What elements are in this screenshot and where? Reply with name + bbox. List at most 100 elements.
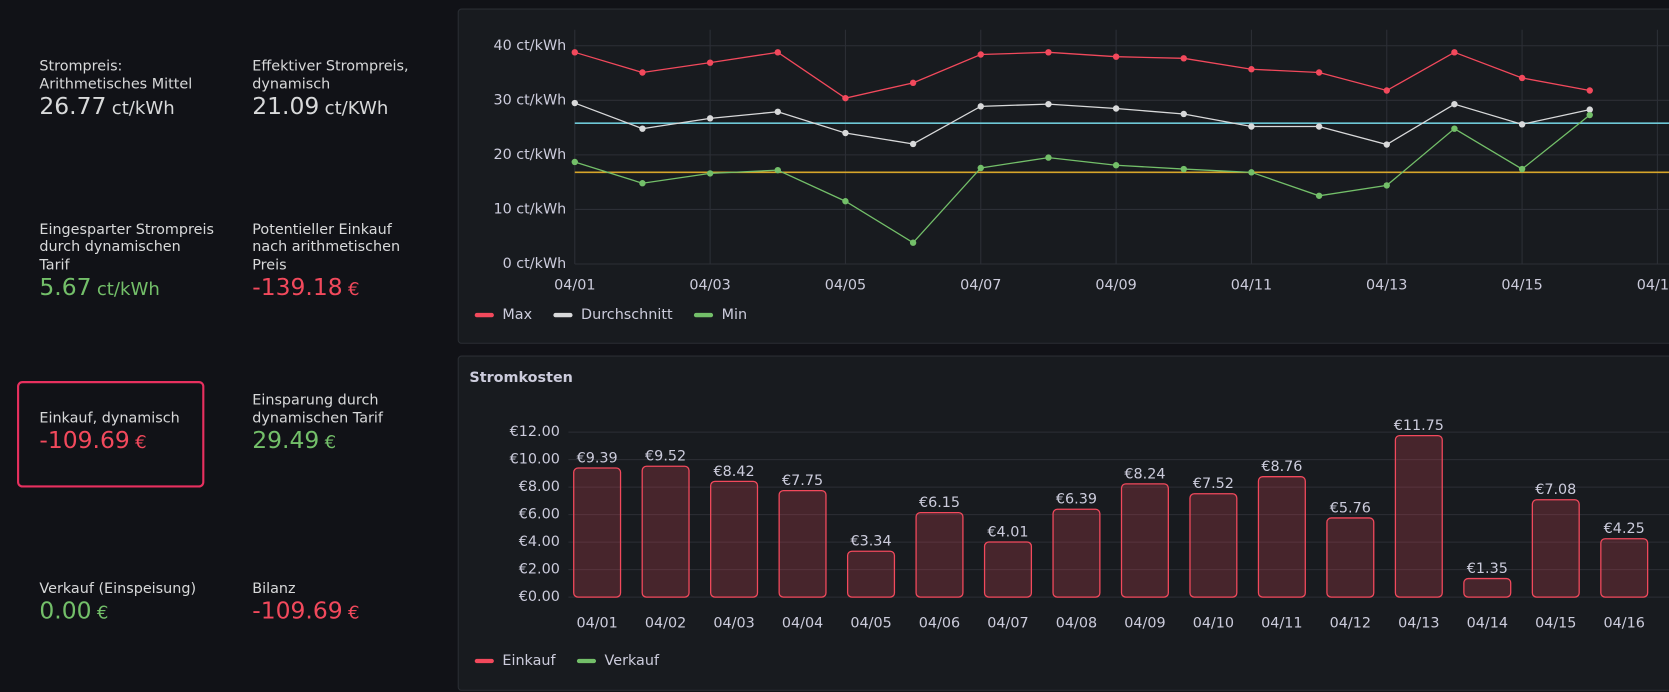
stat: Einkauf, dynamisch -109.69 € [39, 341, 215, 458]
x-tick-label: 04/03 [689, 277, 730, 293]
bar [778, 489, 827, 598]
y-tick-label: €6.00 [519, 507, 560, 523]
data-point [1180, 55, 1187, 62]
data-point [774, 166, 781, 174]
data-point [1248, 123, 1255, 130]
stat-label: Bilanz [252, 579, 296, 597]
bar-value-label: €4.25 [1604, 521, 1645, 537]
bar [983, 541, 1033, 598]
bar [1463, 577, 1512, 598]
data-point [1180, 110, 1187, 118]
data-point [1518, 165, 1526, 173]
stat-unit: ct/kWh [96, 278, 160, 301]
stat-value: 29.49 € [252, 427, 428, 458]
bar [1257, 476, 1306, 598]
bar-value-label: €8.42 [714, 464, 755, 480]
data-point [774, 108, 781, 115]
stat: Eingesparter Strompreis durch dynamische… [39, 187, 215, 304]
x-tick-label: 04/09 [1124, 616, 1165, 632]
data-point [1383, 87, 1390, 94]
x-tick-label: 04/16 [1604, 616, 1645, 632]
stat: Potentieller Einkauf nach arithmetischen… [252, 187, 428, 304]
data-point [571, 158, 578, 166]
stat: Verkauf (Einspeisung) 0.00 € [39, 511, 215, 628]
y-tick-label: 10 ct/kWh [493, 201, 566, 217]
data-point [842, 198, 849, 205]
legend-label: Einkauf [502, 653, 556, 669]
data-point [1586, 106, 1593, 113]
data-point [1112, 105, 1120, 112]
line-panel [457, 8, 1669, 344]
data-point [1248, 66, 1255, 73]
stat-label: Eingesparter Strompreis durch dynamische… [39, 220, 214, 274]
bar [1531, 499, 1580, 598]
data-point [639, 180, 646, 187]
data-point [639, 125, 646, 132]
y-tick-label: €10.00 [510, 452, 560, 468]
bar [573, 467, 622, 598]
y-tick-label: €8.00 [519, 479, 560, 495]
stat-value: -109.69 € [252, 597, 428, 628]
x-tick-label: 04/10 [1193, 616, 1234, 632]
bar-value-label: €1.35 [1467, 561, 1508, 577]
stat-label: Einsparung durch dynamischen Tarif [252, 391, 383, 427]
x-tick-label: 04/01 [554, 277, 595, 293]
data-point [706, 59, 714, 66]
data-point [1518, 121, 1526, 128]
data-point [1315, 192, 1323, 199]
stat-label: Potentieller Einkauf nach arithmetischen… [252, 220, 401, 274]
stat-value: -139.18 € [252, 274, 428, 305]
legend-label: Verkauf [605, 653, 660, 669]
stat-unit: ct/KWh [324, 97, 389, 120]
x-tick-label: 04/17 [1637, 277, 1669, 293]
y-tick-label: 30 ct/kWh [493, 92, 566, 108]
x-tick-label: 04/04 [782, 616, 823, 632]
stat-label: Verkauf (Einspeisung) [39, 579, 197, 597]
y-tick-label: €4.00 [519, 534, 560, 550]
x-tick-label: 04/14 [1467, 616, 1508, 632]
stat-number: 26.77 [39, 93, 107, 121]
x-tick-label: 04/11 [1231, 277, 1272, 293]
series-line [574, 51, 1590, 99]
data-point [1248, 169, 1255, 176]
data-point [842, 129, 849, 137]
series-line [574, 114, 1591, 244]
data-point [909, 140, 917, 148]
legend-label: Min [722, 307, 747, 323]
bar-value-label: €3.34 [850, 534, 891, 550]
x-tick-label: 04/13 [1398, 616, 1439, 632]
data-point [1451, 125, 1458, 132]
data-point [706, 115, 714, 122]
bar [1326, 517, 1375, 598]
bar-value-label: €9.39 [577, 450, 618, 466]
stat-value: 26.77 ct/kWh [39, 93, 215, 124]
x-tick-label: 04/02 [645, 616, 686, 632]
bar-value-label: €11.75 [1394, 418, 1444, 434]
bar [1052, 508, 1101, 598]
bar-value-label: €6.39 [1056, 492, 1097, 508]
data-point [842, 94, 849, 102]
data-point [977, 103, 984, 110]
x-tick-label: 04/05 [825, 277, 866, 293]
data-point [774, 49, 781, 56]
bar-value-label: €8.24 [1124, 466, 1165, 482]
stat-label: Effektiver Strompreis, dynamisch [252, 57, 409, 93]
bar-value-label: €4.01 [987, 524, 1028, 540]
data-point [1518, 74, 1526, 82]
data-point [1383, 141, 1390, 148]
data-point [1586, 111, 1593, 119]
stat-unit: € [324, 432, 337, 454]
stat-label: Einkauf, dynamisch [39, 409, 180, 427]
stat-unit: € [96, 602, 109, 624]
stat-value: 0.00 € [39, 597, 215, 628]
stat-number: -139.18 [252, 274, 343, 302]
bar-value-label: €7.75 [782, 473, 823, 489]
x-tick-label: 04/07 [960, 277, 1001, 293]
bar [710, 480, 759, 598]
stat: Strompreis: Arithmetisches Mittel 26.77 ct… [39, 6, 215, 123]
y-tick-label: 40 ct/kWh [493, 38, 566, 54]
data-point [1045, 49, 1052, 56]
